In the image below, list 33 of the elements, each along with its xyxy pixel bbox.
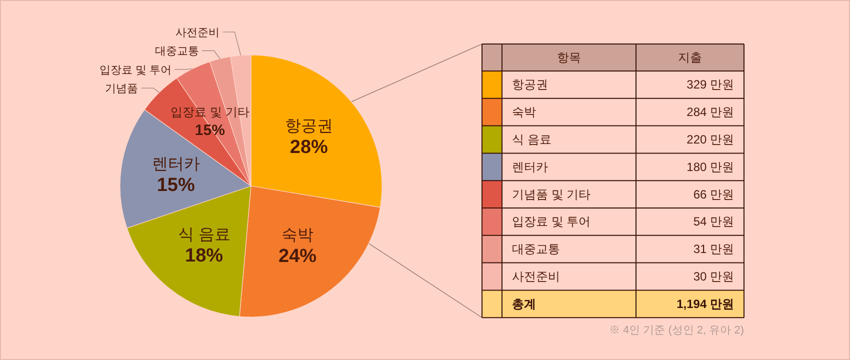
text: 329 만원: [686, 78, 734, 92]
category-label: 대중교통: [512, 242, 560, 256]
slice-label: 입장료 및 투어: [100, 64, 172, 76]
slice-label: 항공권: [284, 118, 333, 135]
text: 총계: [512, 296, 536, 311]
category-label: 숙박: [512, 105, 536, 120]
slice-label: 대중교통: [155, 46, 200, 58]
text: 31 만원: [693, 242, 734, 256]
slice-label: 사전준비: [176, 27, 220, 39]
slice-label: 숙박: [282, 227, 314, 244]
data-label: 18%: [185, 246, 224, 267]
category-label: 사전준비: [512, 270, 560, 284]
category-label: 식 음료: [512, 132, 552, 146]
slice-label: 식 음료: [178, 226, 230, 244]
text: ※ 4인 기준 (성인 2, 유아 2): [608, 324, 744, 337]
text: 항목: [557, 50, 581, 64]
slice-label: 렌터카: [152, 156, 200, 173]
text: 220 만원: [686, 132, 734, 146]
text: 30 만원: [693, 270, 734, 284]
slice-label: 기념품: [105, 83, 138, 96]
text: 1,194 만원: [676, 296, 734, 311]
data-label: 28%: [290, 136, 328, 158]
category-label: 항공권: [512, 78, 548, 92]
data-label: 15%: [156, 174, 195, 196]
category-label: 렌터카: [512, 160, 548, 174]
text: 66 만원: [693, 187, 734, 202]
text: 지출: [678, 50, 702, 64]
text: 180 만원: [686, 160, 734, 174]
text: 284 만원: [686, 105, 734, 120]
category-label: 기념품 및 기타: [512, 187, 591, 202]
category-label: 입장료 및 투어: [512, 214, 591, 229]
text: 54 만원: [693, 214, 734, 229]
data-label: 24%: [278, 246, 317, 268]
